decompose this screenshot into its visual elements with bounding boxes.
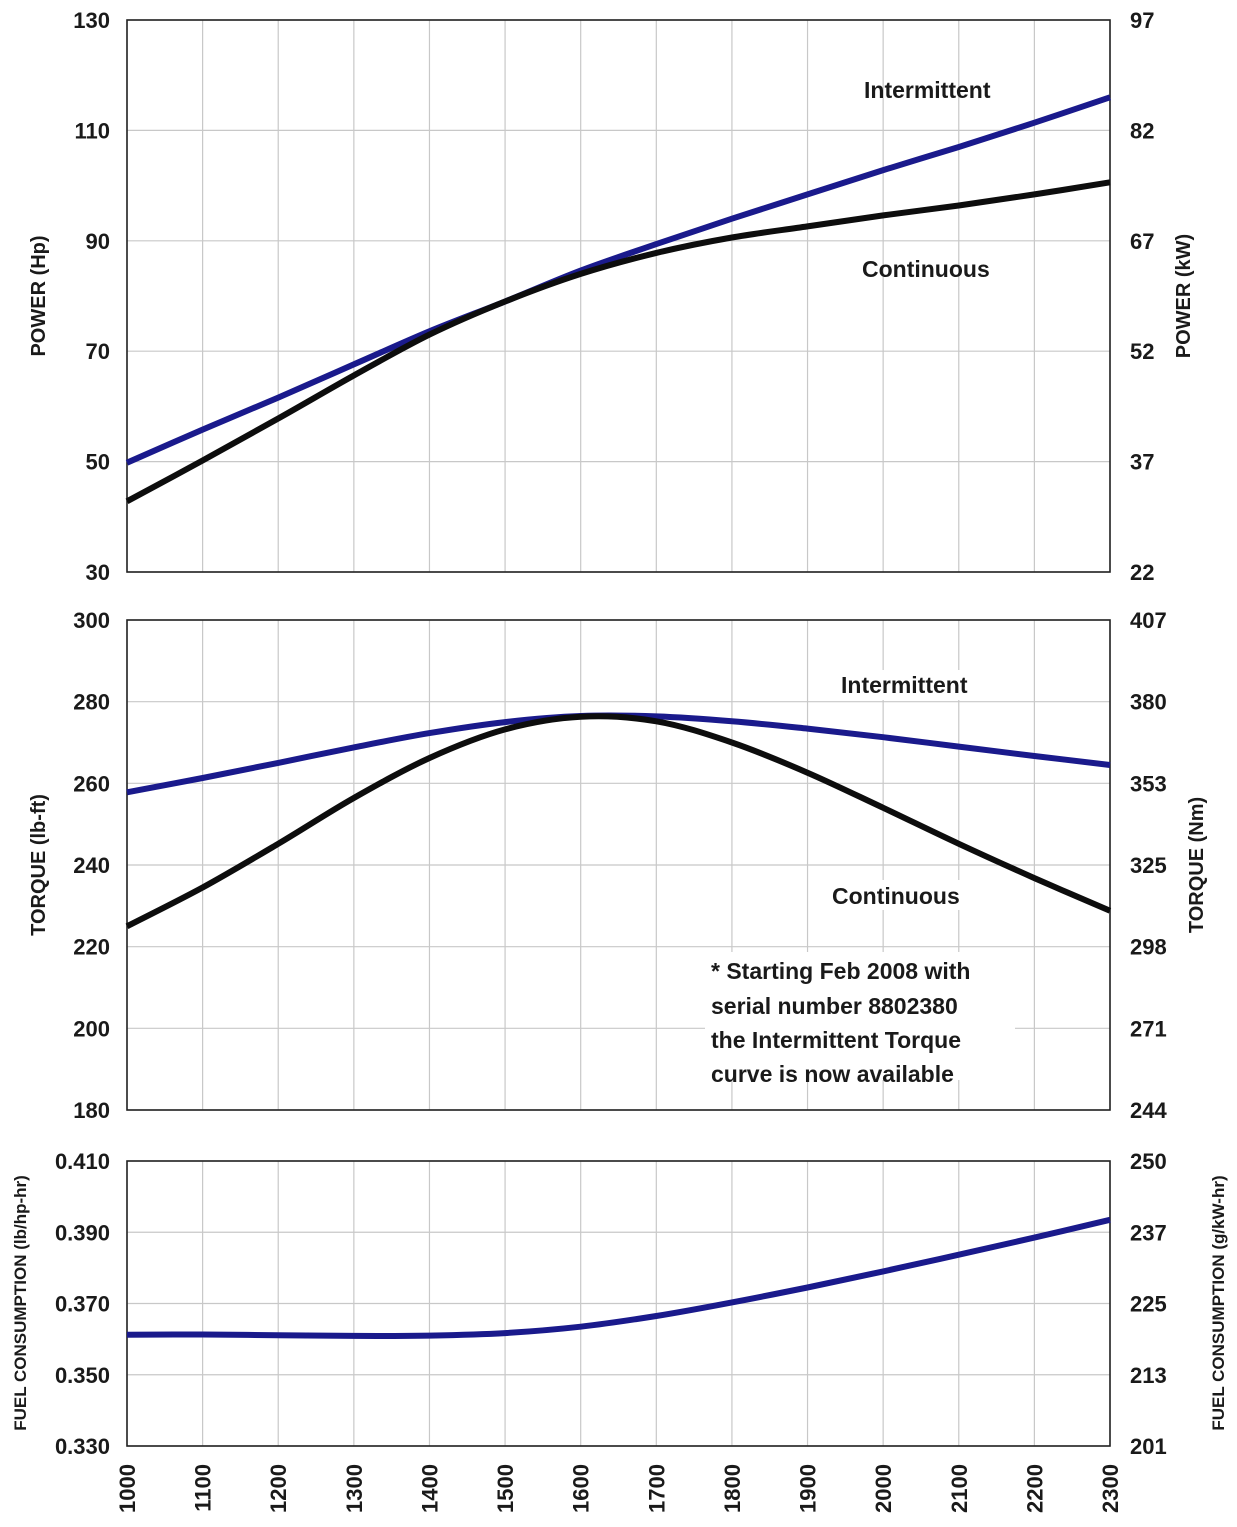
x-tick-label: 2300 (1098, 1464, 1123, 1513)
power-left-tick-label: 70 (86, 339, 110, 364)
fuel-left-tick-label: 0.350 (55, 1363, 110, 1388)
fuel-right-tick-label: 250 (1130, 1149, 1167, 1174)
power-left-tick-label: 90 (86, 229, 110, 254)
x-tick-label: 2000 (871, 1464, 896, 1513)
torque-note-line-3: the Intermittent Torque (711, 1027, 961, 1053)
power-continuous-label: Continuous (862, 256, 990, 282)
power-left-tick-label: 30 (86, 560, 110, 585)
x-tick-label: 2200 (1022, 1464, 1047, 1513)
torque-left-tick-label: 200 (73, 1016, 110, 1041)
x-tick-label: 1900 (796, 1464, 821, 1513)
x-tick-label: 1300 (342, 1464, 367, 1513)
fuel-plot-frame (126, 1160, 1111, 1447)
fuel-right-ticks: 250 237 225 213 201 (1130, 1149, 1167, 1459)
torque-right-axis-title: TORQUE (Nm) (1186, 797, 1208, 933)
power-left-tick-label: 50 (86, 450, 110, 475)
x-tick-label: 1500 (493, 1464, 518, 1513)
power-intermittent-label: Intermittent (864, 77, 991, 103)
fuel-panel: 0.410 0.390 0.370 0.350 0.330 250 237 225 213 20… (11, 1149, 1228, 1459)
power-right-tick-label: 22 (1130, 560, 1154, 585)
power-panel: 130 110 90 70 50 30 97 82 67 52 37 22 POWER (Hp) P… (28, 8, 1195, 585)
torque-right-tick-label: 353 (1130, 771, 1167, 796)
power-right-axis-title: POWER (kW) (1173, 234, 1195, 358)
torque-right-tick-label: 298 (1130, 935, 1167, 960)
torque-right-tick-label: 325 (1130, 853, 1167, 878)
torque-continuous-label: Continuous (832, 883, 960, 909)
fuel-consumption-line (126, 1216, 1111, 1339)
power-intermittent-line (125, 94, 1111, 466)
torque-right-tick-label: 407 (1130, 608, 1167, 633)
torque-left-tick-label: 180 (73, 1098, 110, 1123)
power-right-tick-label: 52 (1130, 339, 1154, 364)
fuel-left-tick-label: 0.390 (55, 1220, 110, 1245)
fuel-right-tick-label: 201 (1130, 1434, 1167, 1459)
torque-continuous-label-bg (826, 880, 984, 910)
torque-left-ticks: 300 280 260 240 220 200 180 (73, 608, 110, 1123)
fuel-right-axis-title: FUEL CONSUMPTION (g/kW-hr) (1209, 1175, 1228, 1430)
fuel-right-tick-label: 225 (1130, 1292, 1167, 1317)
torque-left-tick-label: 280 (73, 690, 110, 715)
x-tick-label: 1600 (569, 1464, 594, 1513)
torque-plot-frame (126, 619, 1111, 1111)
torque-continuous-line (125, 713, 1112, 929)
torque-series (125, 712, 1112, 929)
power-left-axis-title: POWER (Hp) (28, 235, 50, 356)
fuel-left-axis-title: FUEL CONSUMPTION (lb/hp-hr) (11, 1175, 30, 1431)
x-axis-ticks: 1000 1100 1200 1300 1400 1500 1600 1700 1800 1900… (115, 1464, 1123, 1513)
torque-right-tick-label: 380 (1130, 690, 1167, 715)
power-continuous-line (125, 179, 1111, 504)
power-right-tick-label: 82 (1130, 118, 1154, 143)
power-plot-frame (126, 19, 1111, 573)
x-tick-label: 1800 (720, 1464, 745, 1513)
power-right-tick-label: 37 (1130, 450, 1154, 475)
torque-intermittent-line (126, 712, 1111, 796)
torque-intermittent-label: Intermittent (841, 672, 968, 698)
fuel-left-tick-label: 0.410 (55, 1149, 110, 1174)
power-left-tick-label: 130 (73, 8, 110, 33)
power-right-tick-label: 67 (1130, 229, 1154, 254)
x-tick-label: 1400 (417, 1464, 442, 1513)
torque-intermittent-label-bg (836, 670, 998, 700)
fuel-right-tick-label: 237 (1130, 1220, 1167, 1245)
torque-note-line-2: serial number 8802380 (711, 993, 958, 1019)
torque-right-ticks: 407 380 353 325 298 271 244 (1130, 608, 1167, 1123)
power-left-ticks: 130 110 90 70 50 30 (73, 8, 110, 585)
torque-left-tick-label: 220 (73, 935, 110, 960)
fuel-left-tick-label: 0.330 (55, 1434, 110, 1459)
torque-left-tick-label: 300 (73, 608, 110, 633)
fuel-grid (126, 1160, 1111, 1447)
torque-note-line-1: * Starting Feb 2008 with (711, 958, 970, 984)
torque-panel: 300 280 260 240 220 200 180 407 380 353 325 298 271… (28, 608, 1208, 1123)
x-tick-label: 1100 (191, 1464, 216, 1512)
x-tick-label: 2100 (947, 1464, 972, 1513)
torque-note-line-4: curve is now available (711, 1061, 954, 1087)
torque-note-bg (705, 952, 1015, 1080)
torque-right-tick-label: 244 (1130, 1098, 1167, 1123)
x-tick-label: 1000 (115, 1464, 140, 1513)
power-right-tick-label: 97 (1130, 8, 1154, 33)
torque-left-tick-label: 240 (73, 853, 110, 878)
torque-right-tick-label: 271 (1130, 1016, 1167, 1041)
fuel-left-ticks: 0.410 0.390 0.370 0.350 0.330 (55, 1149, 110, 1459)
power-right-ticks: 97 82 67 52 37 22 (1130, 8, 1154, 585)
fuel-left-tick-label: 0.370 (55, 1292, 110, 1317)
fuel-right-tick-label: 213 (1130, 1363, 1167, 1388)
torque-left-axis-title: TORQUE (lb-ft) (28, 794, 50, 936)
x-tick-label: 1700 (644, 1464, 669, 1513)
torque-left-tick-label: 260 (73, 771, 110, 796)
power-left-tick-label: 110 (75, 118, 111, 143)
power-series (125, 94, 1111, 504)
x-tick-label: 1200 (266, 1464, 291, 1513)
fuel-series (126, 1216, 1111, 1339)
